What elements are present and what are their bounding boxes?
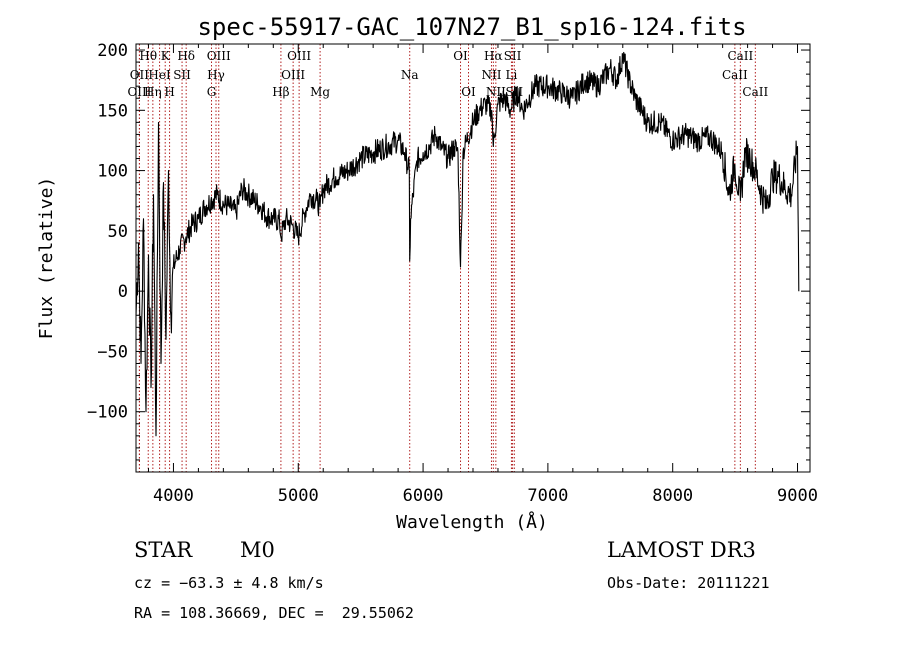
- x-tick-label: 6000: [403, 486, 444, 506]
- marker-label: Hδ: [177, 49, 195, 63]
- marker-label: Mg: [310, 85, 330, 99]
- x-axis-label: Wavelength (Å): [396, 511, 548, 533]
- object-class: STAR: [134, 538, 193, 562]
- marker-label: G: [207, 85, 217, 99]
- x-tick-label: 8000: [652, 486, 693, 506]
- marker-label: HeI: [148, 68, 171, 82]
- marker-label: OI: [453, 49, 468, 63]
- marker-label: NII: [481, 68, 501, 82]
- marker-label: CaII: [742, 85, 768, 99]
- marker-label: SII: [173, 68, 191, 82]
- x-tick-label: 5000: [278, 486, 319, 506]
- x-tick-label: 7000: [527, 486, 568, 506]
- marker-label: OIII: [127, 85, 151, 99]
- object-subclass: M0: [240, 538, 275, 562]
- marker-label: OII: [130, 68, 150, 82]
- marker-label: OIII: [207, 49, 231, 63]
- marker-label: K: [161, 49, 171, 63]
- marker-label: H: [164, 85, 174, 99]
- chart-title: spec-55917-GAC_107N27_B1_sp16-124.fits: [197, 13, 746, 41]
- marker-label: Li: [506, 68, 518, 82]
- coordinates: RA = 108.36669, DEC = 29.55062: [134, 604, 414, 622]
- marker-label: SII: [504, 49, 522, 63]
- spectral-line-markers: [138, 44, 756, 472]
- plot-frame: [135, 43, 811, 473]
- marker-label: Hη: [144, 85, 162, 99]
- spectrum-line: [135, 51, 800, 437]
- marker-label: CaII: [727, 49, 753, 63]
- x-axis-ticks: 4000 5000 6000 7000 8000 9000: [147, 44, 818, 506]
- y-tick-label: 100: [97, 162, 128, 182]
- observation-date: Obs-Date: 20111221: [607, 574, 770, 592]
- y-tick-label: 200: [97, 41, 128, 61]
- x-tick-label: 9000: [777, 486, 818, 506]
- spectral-line-labels: Hθ OII OIII K HeI Hη Hδ SII H OIII Hγ G OIII OIII Hβ Mg…: [127, 49, 768, 99]
- x-tick-label: 4000: [153, 486, 194, 506]
- survey-name: LAMOST DR3: [607, 538, 756, 562]
- redshift-cz: cz = −63.3 ± 4.8 km/s: [134, 574, 324, 592]
- marker-label: Hγ: [207, 68, 225, 82]
- y-axis-label: Flux (relative): [36, 177, 57, 340]
- marker-label: Hα: [484, 49, 503, 63]
- marker-label: Na: [401, 68, 419, 82]
- y-tick-label: −100: [87, 403, 128, 423]
- marker-label: OIII: [287, 49, 311, 63]
- y-axis-ticks: −100 −50 0 50 100 150 200: [87, 41, 810, 461]
- y-tick-label: 150: [97, 101, 128, 121]
- y-tick-label: −50: [97, 342, 128, 362]
- marker-label: CaII: [722, 68, 748, 82]
- marker-label: OI: [461, 85, 476, 99]
- marker-label: Hβ: [272, 85, 289, 99]
- y-tick-label: 50: [108, 222, 128, 242]
- marker-label: Hθ: [139, 49, 157, 63]
- y-tick-label: 0: [118, 282, 128, 302]
- marker-label: OIII: [281, 68, 305, 82]
